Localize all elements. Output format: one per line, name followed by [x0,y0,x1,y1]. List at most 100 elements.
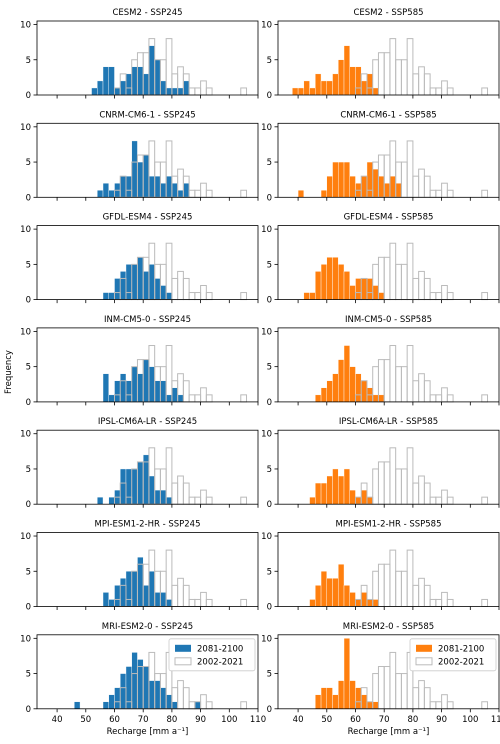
future-bar [165,496,173,505]
future-bar [102,66,109,96]
baseline-bar [188,292,196,301]
future-bar [303,80,310,96]
future-bar [120,373,127,403]
baseline-bar [165,242,173,301]
future-bar [160,489,167,505]
baseline-bar [205,394,213,403]
future-bar [366,278,373,300]
y-tick-label: 10 [261,634,272,644]
axes-frame [277,225,500,301]
future-bar [320,80,327,96]
baseline-bar [383,359,391,403]
legend-label-baseline: 2002-2021 [438,657,484,667]
future-bar [114,87,121,96]
baseline-bar [171,277,179,301]
future-bar [338,475,345,505]
y-tick-label: 0 [267,705,272,715]
future-bar [177,87,184,96]
legend: 2081-2100 2002-2021 [168,638,256,672]
future-bar [349,175,356,198]
future-bar [120,271,127,300]
future-bar [361,380,368,403]
future-bar [361,592,368,607]
baseline-bar [400,263,408,301]
future-bar [148,175,155,198]
future-bar [114,585,121,607]
future-bar [102,292,109,300]
future-bar [125,264,132,300]
future-bar [108,599,115,607]
future-bar [315,694,322,710]
x-axis-label: Recharge [mm a⁻¹] [348,727,430,737]
panel-mri-esm2-0-ssp585: MRI-ESM2-0 - SSP585 0 5 10 40 50 60 70 80 90 100 11… [261,622,500,737]
x-tick-label: 100 [221,715,237,725]
future-bar [343,345,350,403]
future-bar [383,183,391,198]
baseline-bar [481,292,489,301]
future-bar [332,373,339,403]
future-bar [320,571,327,607]
future-bar [108,694,115,710]
x-tick-label: 90 [195,715,206,725]
legend-swatch-baseline [415,657,433,666]
future-bar [160,687,167,710]
future-bar [338,161,345,198]
panel-cnrm-cm6-1-ssp245: CNRM-CM6-1 - SSP245 0 5 10 [20,110,259,203]
axes-frame [36,429,259,505]
legend-swatch-baseline [174,657,192,666]
future-bar [131,366,138,403]
future-bar [332,468,339,505]
axes-frame [36,532,259,607]
baseline-bar [435,189,443,198]
future-bar [315,482,322,505]
future-bar [343,161,350,198]
y-tick-label: 5 [267,260,272,270]
future-bar [108,496,115,505]
baseline-bar [377,461,385,505]
future-bar [148,571,155,607]
baseline-bar [383,563,391,608]
axes-frame [277,532,500,607]
y-axis-label: Frequency [4,350,14,394]
future-bar [315,394,322,403]
future-bar [148,475,155,505]
baseline-bar [372,468,379,505]
baseline-bar [389,242,397,301]
y-tick-label: 0 [26,193,31,203]
future-bar [320,687,327,710]
baseline-bar [406,447,414,505]
future-bar [120,578,127,607]
baseline-bar [423,687,431,710]
future-bar [120,673,127,709]
future-bar [355,278,362,300]
future-bar [97,496,104,505]
y-tick-label: 10 [20,430,31,440]
future-bar [366,496,373,505]
future-bar [338,680,345,709]
future-bar [137,161,144,198]
future-bar [108,190,115,198]
future-bar [372,599,379,607]
x-tick-label: 100 [462,715,478,725]
future-bar [125,571,132,607]
future-bar [137,257,144,300]
baseline-bar [406,38,414,96]
x-tick-label: 80 [166,715,177,725]
future-bar [142,73,150,96]
future-bar [171,87,178,96]
baseline-bar [200,591,207,608]
panel-title: IPSL-CM6A-LR - SSP585 [339,417,438,427]
future-bar [177,190,184,198]
baseline-bar [182,687,190,710]
baseline-bar [406,140,414,198]
y-tick-label: 5 [26,567,31,577]
baseline-bar [240,87,248,96]
baseline-bar [423,482,431,505]
future-bar [349,66,356,96]
baseline-bar [389,345,397,403]
baseline-bar [194,496,202,505]
future-bar [160,80,167,96]
baseline-bar [177,577,184,607]
baseline-bar [400,468,408,505]
baseline-bar [412,380,420,403]
